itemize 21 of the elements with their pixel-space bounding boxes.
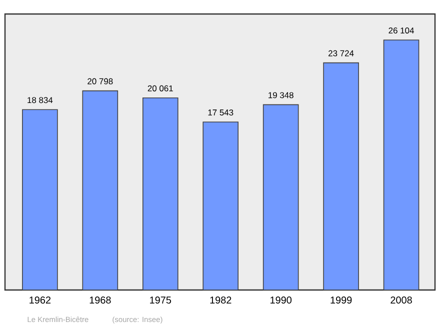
x-tick-label: 1982	[210, 296, 232, 304]
bar	[323, 62, 359, 290]
data-label: 23 724	[328, 50, 354, 56]
x-tick-label: 1999	[330, 296, 352, 304]
x-tick-label: 1975	[150, 296, 172, 304]
data-label: 20 798	[88, 78, 113, 84]
x-tick-label: 1968	[90, 296, 111, 304]
x-tick-label: 2008	[390, 296, 412, 304]
data-label: 17 543	[208, 109, 234, 116]
x-tick-label: 1962	[30, 296, 51, 304]
bar	[262, 104, 299, 290]
data-label: 19 348	[268, 92, 294, 98]
bar	[22, 109, 58, 290]
bar	[142, 97, 178, 290]
bar	[202, 122, 239, 290]
data-label: 26 104	[388, 27, 414, 34]
bar	[82, 90, 118, 290]
x-tick-label: 1990	[270, 296, 292, 304]
data-label: 18 834	[28, 97, 53, 104]
bar	[383, 40, 420, 290]
data-label: 20 061	[148, 85, 173, 92]
